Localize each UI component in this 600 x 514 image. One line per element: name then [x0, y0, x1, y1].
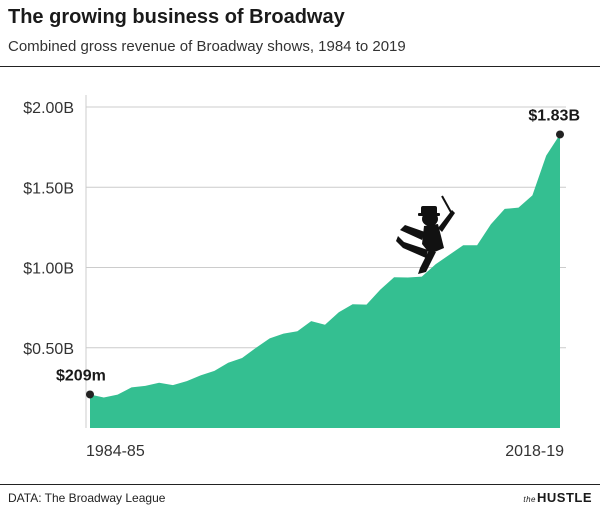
- dancer-illustration: [396, 195, 455, 274]
- brand-name: HUSTLE: [537, 490, 592, 505]
- footer-divider: [0, 484, 600, 485]
- data-label: $1.83B: [528, 107, 580, 124]
- data-point-marker: [556, 130, 564, 139]
- chart-title: The growing business of Broadway: [8, 6, 345, 28]
- x-tick-label: 1984-85: [86, 443, 145, 460]
- data-markers: $209m $1.83B: [56, 107, 580, 399]
- x-axis-labels: 1984-85 2018-19: [86, 443, 564, 460]
- data-source: DATA: The Broadway League: [8, 491, 166, 505]
- header-divider: [0, 66, 600, 67]
- chart-area: $0.50B$1.00B$1.50B$2.00B 1984-85 2018-19 …: [23, 95, 580, 460]
- y-tick-label: $2.00B: [23, 100, 74, 117]
- y-axis-labels: $0.50B $1.00B $1.50B $2.00B: [23, 100, 74, 358]
- y-tick-label: $0.50B: [23, 341, 74, 358]
- y-tick-label: $1.00B: [23, 261, 74, 278]
- area-fill: [90, 134, 560, 428]
- chart-subtitle: Combined gross revenue of Broadway shows…: [8, 38, 406, 55]
- data-point-marker: [86, 390, 94, 399]
- x-tick-label: 2018-19: [505, 443, 564, 460]
- area-series: [90, 134, 560, 428]
- brand-prefix: the: [523, 495, 536, 504]
- brand-logo: theHUSTLE: [523, 490, 592, 505]
- y-tick-label: $1.50B: [23, 180, 74, 197]
- data-label: $209m: [56, 367, 106, 384]
